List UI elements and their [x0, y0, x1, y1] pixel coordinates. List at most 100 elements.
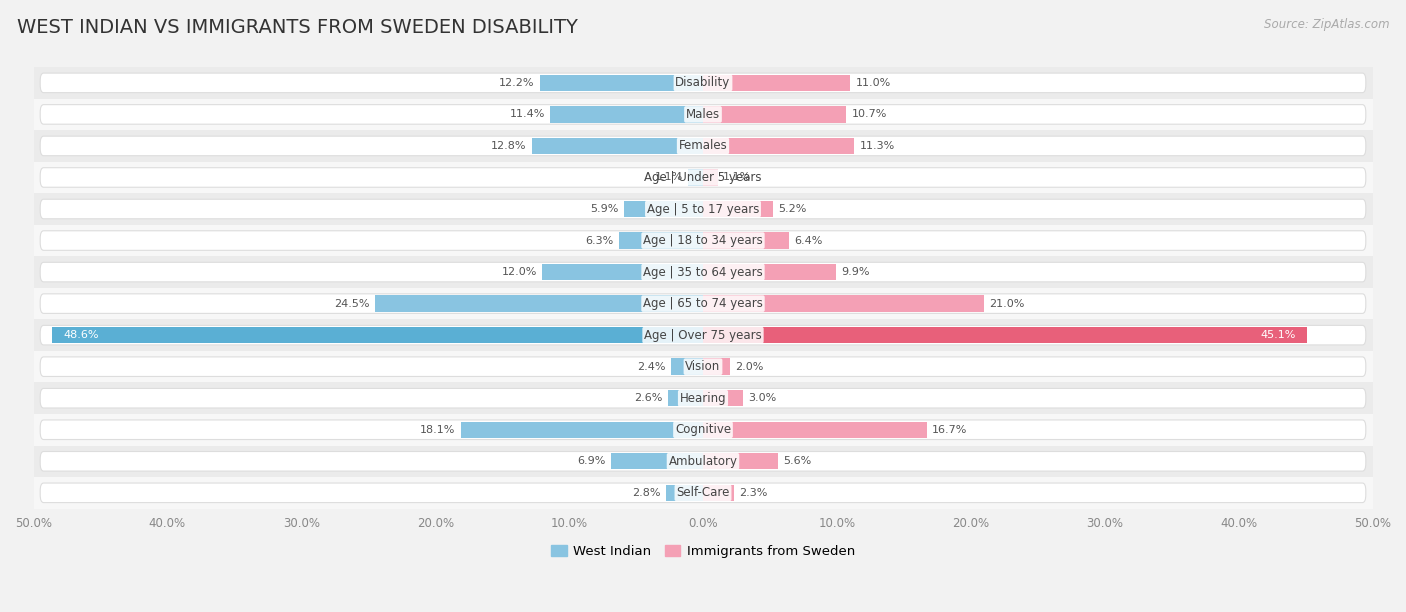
Bar [703, 233, 789, 248]
Bar [7, 477, 1399, 509]
Text: Age | 65 to 74 years: Age | 65 to 74 years [643, 297, 763, 310]
Text: 2.8%: 2.8% [631, 488, 661, 498]
Bar [543, 264, 703, 280]
FancyBboxPatch shape [41, 200, 1365, 218]
Text: Disability: Disability [675, 76, 731, 89]
Bar [7, 193, 1399, 225]
Text: 21.0%: 21.0% [990, 299, 1025, 308]
Text: 12.0%: 12.0% [502, 267, 537, 277]
Bar [703, 138, 855, 154]
FancyBboxPatch shape [41, 263, 1365, 282]
Text: 45.1%: 45.1% [1261, 330, 1296, 340]
FancyBboxPatch shape [41, 420, 1365, 439]
Bar [703, 422, 927, 438]
Text: 10.7%: 10.7% [852, 110, 887, 119]
Text: 2.6%: 2.6% [634, 394, 662, 403]
FancyBboxPatch shape [41, 483, 1365, 502]
Text: 12.8%: 12.8% [491, 141, 526, 151]
Text: 5.6%: 5.6% [783, 457, 811, 466]
Legend: West Indian, Immigrants from Sweden: West Indian, Immigrants from Sweden [546, 540, 860, 564]
FancyBboxPatch shape [41, 326, 1365, 345]
Text: Males: Males [686, 108, 720, 121]
Bar [7, 319, 1399, 351]
FancyBboxPatch shape [41, 168, 1365, 187]
FancyBboxPatch shape [41, 73, 1365, 92]
Bar [703, 296, 984, 312]
Text: 1.1%: 1.1% [655, 173, 683, 182]
Bar [703, 106, 846, 122]
Text: 11.0%: 11.0% [856, 78, 891, 88]
Bar [7, 446, 1399, 477]
Bar [689, 170, 703, 185]
Bar [7, 162, 1399, 193]
Bar [7, 67, 1399, 99]
Text: 9.9%: 9.9% [841, 267, 869, 277]
Text: Source: ZipAtlas.com: Source: ZipAtlas.com [1264, 18, 1389, 31]
FancyBboxPatch shape [41, 294, 1365, 313]
Text: 6.4%: 6.4% [794, 236, 823, 245]
Text: WEST INDIAN VS IMMIGRANTS FROM SWEDEN DISABILITY: WEST INDIAN VS IMMIGRANTS FROM SWEDEN DI… [17, 18, 578, 37]
Text: 48.6%: 48.6% [63, 330, 98, 340]
Bar [7, 288, 1399, 319]
Text: 6.9%: 6.9% [576, 457, 605, 466]
Text: 1.1%: 1.1% [723, 173, 751, 182]
Text: 6.3%: 6.3% [585, 236, 613, 245]
Bar [7, 351, 1399, 382]
Bar [461, 422, 703, 438]
Bar [610, 453, 703, 469]
Text: Ambulatory: Ambulatory [668, 455, 738, 468]
Text: Age | 35 to 64 years: Age | 35 to 64 years [643, 266, 763, 278]
FancyBboxPatch shape [41, 136, 1365, 155]
Bar [375, 296, 703, 312]
FancyBboxPatch shape [41, 357, 1365, 376]
Bar [703, 390, 744, 406]
Bar [703, 75, 851, 91]
Bar [703, 485, 734, 501]
Text: Hearing: Hearing [679, 392, 727, 405]
Bar [7, 256, 1399, 288]
FancyBboxPatch shape [41, 389, 1365, 408]
Text: Age | 5 to 17 years: Age | 5 to 17 years [647, 203, 759, 215]
FancyBboxPatch shape [41, 452, 1365, 471]
Text: 24.5%: 24.5% [335, 299, 370, 308]
Bar [703, 170, 717, 185]
Text: Vision: Vision [685, 360, 721, 373]
Text: 5.2%: 5.2% [778, 204, 807, 214]
Text: 18.1%: 18.1% [420, 425, 456, 435]
Text: 2.4%: 2.4% [637, 362, 665, 371]
FancyBboxPatch shape [41, 105, 1365, 124]
Bar [703, 327, 1308, 343]
Bar [7, 382, 1399, 414]
Text: Age | Over 75 years: Age | Over 75 years [644, 329, 762, 341]
Text: 2.0%: 2.0% [735, 362, 763, 371]
Bar [7, 99, 1399, 130]
FancyBboxPatch shape [41, 231, 1365, 250]
Bar [531, 138, 703, 154]
Bar [540, 75, 703, 91]
Bar [619, 233, 703, 248]
Bar [668, 390, 703, 406]
Bar [550, 106, 703, 122]
Bar [624, 201, 703, 217]
Bar [665, 485, 703, 501]
Bar [703, 453, 778, 469]
Bar [52, 327, 703, 343]
Text: Self-Care: Self-Care [676, 487, 730, 499]
Text: 11.3%: 11.3% [859, 141, 894, 151]
Text: 2.3%: 2.3% [740, 488, 768, 498]
Text: 11.4%: 11.4% [509, 110, 546, 119]
Bar [703, 359, 730, 375]
Bar [703, 201, 773, 217]
Bar [7, 225, 1399, 256]
Text: 16.7%: 16.7% [932, 425, 967, 435]
Text: 5.9%: 5.9% [591, 204, 619, 214]
Text: 12.2%: 12.2% [499, 78, 534, 88]
Bar [671, 359, 703, 375]
Bar [7, 130, 1399, 162]
Bar [7, 414, 1399, 446]
Bar [703, 264, 835, 280]
Text: Age | 18 to 34 years: Age | 18 to 34 years [643, 234, 763, 247]
Text: Females: Females [679, 140, 727, 152]
Text: Cognitive: Cognitive [675, 424, 731, 436]
Text: Age | Under 5 years: Age | Under 5 years [644, 171, 762, 184]
